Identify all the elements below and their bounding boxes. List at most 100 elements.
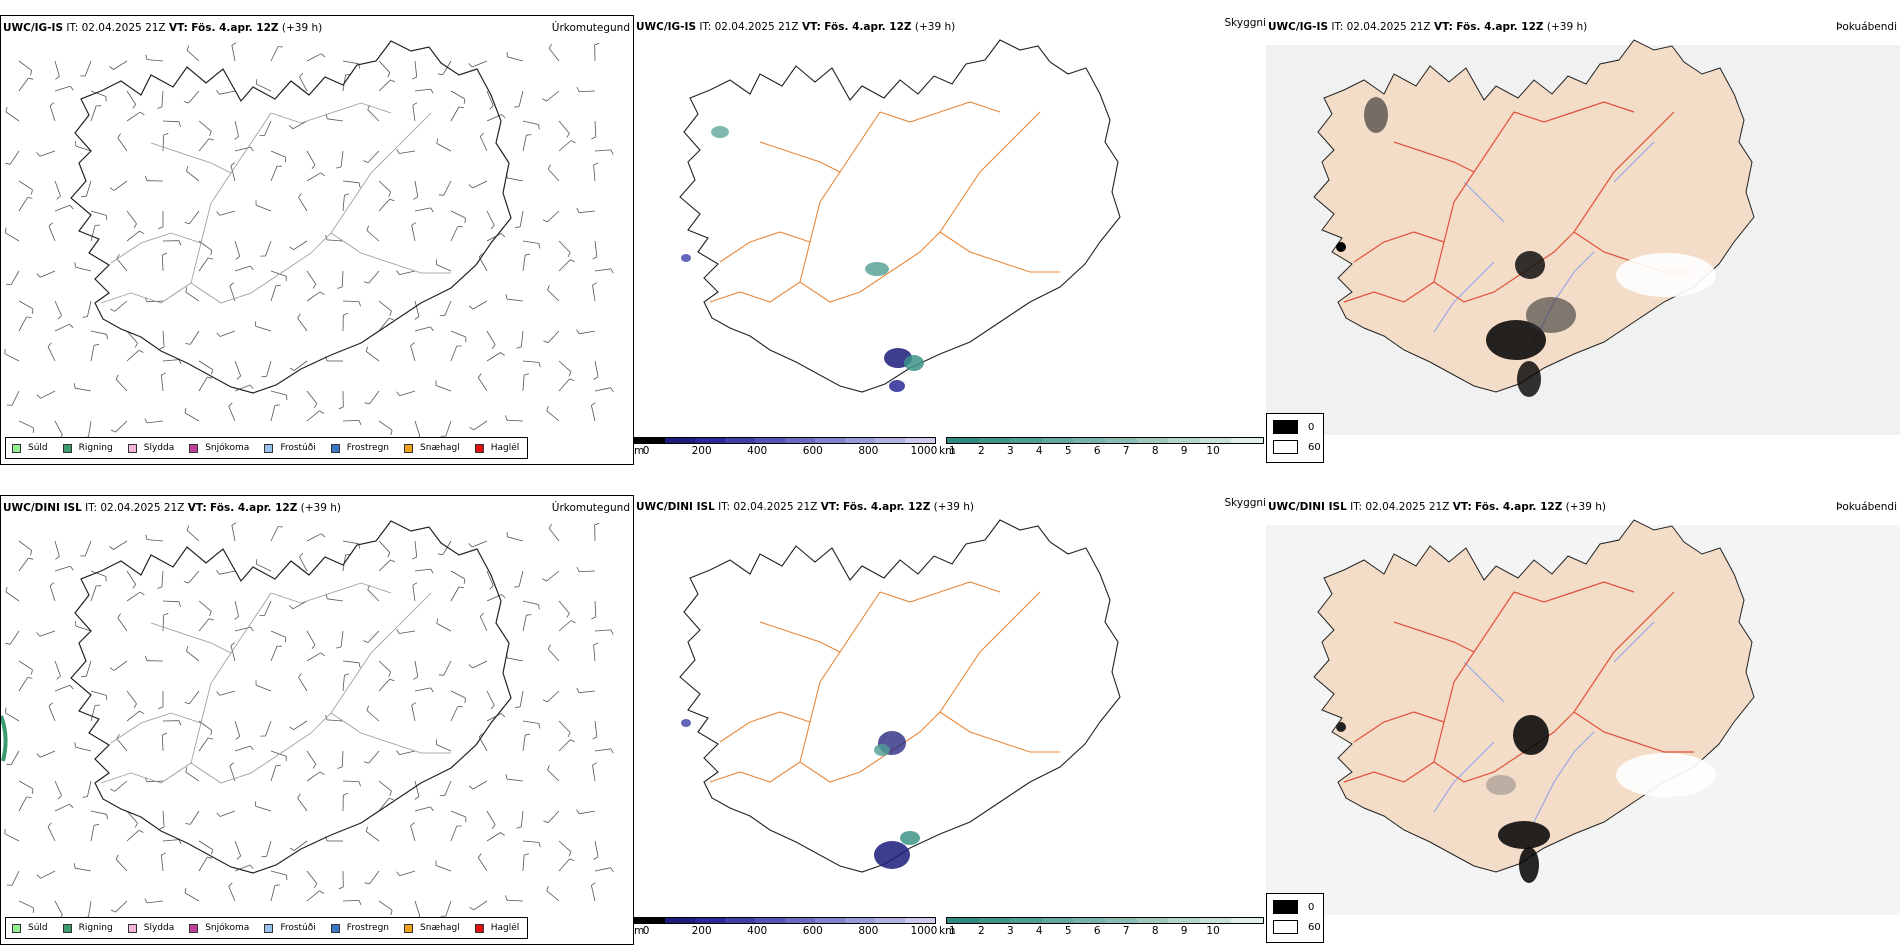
colorbar-tick-label: 0 xyxy=(642,445,650,457)
colorbar-tick-label: 9 xyxy=(1180,445,1188,457)
colorbar-segment xyxy=(978,918,1011,923)
precip-type-panel-bottom: UWC/DINI ISL IT: 02.04.2025 21Z VT: Fös.… xyxy=(0,495,634,945)
colorbar-segment xyxy=(1199,918,1232,923)
colorbar-tick-label: 7 xyxy=(1122,445,1130,457)
colorbar-segment xyxy=(1231,918,1263,923)
colorbar-segment xyxy=(1010,438,1042,443)
fog-index-panel-top: UWC/IG-IS IT: 02.04.2025 21Z VT: Fös. 4.… xyxy=(1266,15,1900,465)
colorbar-tick-label: 5 xyxy=(1064,925,1072,937)
legend-label: Frostúði xyxy=(280,923,316,933)
legend-swatch xyxy=(264,923,274,933)
legend-label: Haglél xyxy=(490,443,520,453)
precip-type-panel-top: UWC/IG-IS IT: 02.04.2025 21Z VT: Fös. 4.… xyxy=(0,15,634,465)
colorbar-segment xyxy=(1041,438,1074,443)
fog-legend-swatch xyxy=(1273,420,1298,434)
colorbar-tick-label: 8 xyxy=(1151,925,1159,937)
legend-label: Snjókoma xyxy=(205,443,250,453)
panel-name: Þokuábendi xyxy=(1836,21,1897,33)
visibility-panel-bottom: UWC/DINI ISL IT: 02.04.2025 21Z VT: Fös.… xyxy=(634,495,1266,945)
colorbar-segment xyxy=(1199,438,1232,443)
colorbar-tick-label: 10 xyxy=(1206,445,1220,457)
colorbar-tick-label: 2 xyxy=(977,925,985,937)
legend-item: Slydda xyxy=(127,443,175,453)
colorbar-segment xyxy=(635,918,665,923)
visibility-km-colorbar: 1 2 3 4 5 6 7 8 9 10 km xyxy=(939,437,1264,457)
fog-legend-value: 0 xyxy=(1308,901,1315,913)
low-visibility-area xyxy=(681,126,924,392)
colorbar-tick-label: 400 xyxy=(747,925,768,937)
height-colorbar: 0 200 400 600 800 1000 m xyxy=(634,917,938,937)
fog-legend-row: 0 xyxy=(1273,900,1314,914)
panel-name: Þokuábendi xyxy=(1836,501,1897,513)
colorbar-segment xyxy=(815,918,845,923)
panel-title: UWC/DINI ISL IT: 02.04.2025 21Z VT: Fös.… xyxy=(3,502,342,514)
colorbar-segment xyxy=(875,438,905,443)
precip-map xyxy=(1,520,614,920)
visibility-map xyxy=(679,39,1121,393)
colorbar-segment xyxy=(665,438,695,443)
legend-item: Rigning xyxy=(62,443,113,453)
legend-swatch xyxy=(330,923,340,933)
colorbar-segment xyxy=(905,438,935,443)
fog-area xyxy=(1336,97,1716,397)
colorbar-tick-label: 600 xyxy=(802,925,823,937)
colorbar-segment xyxy=(845,438,875,443)
colorbar-tick-label: 200 xyxy=(691,445,712,457)
legend-swatch xyxy=(474,443,484,453)
fog-index-legend: 0 60 xyxy=(1266,893,1324,943)
colorbar-segment xyxy=(785,438,815,443)
colorbar-segment xyxy=(755,918,785,923)
legend-item: Frostúði xyxy=(264,923,316,933)
colorbar-tick-label: 600 xyxy=(802,445,823,457)
colorbar-tick-label: 6 xyxy=(1093,445,1101,457)
panel-title: UWC/DINI ISL IT: 02.04.2025 21Z VT: Fös.… xyxy=(1268,501,1607,513)
colorbar-segment xyxy=(1073,438,1105,443)
legend-swatch xyxy=(189,443,199,453)
legend-label: Slydda xyxy=(143,443,175,453)
panel-title: UWC/IG-IS IT: 02.04.2025 21Z VT: Fös. 4.… xyxy=(636,21,956,33)
colorbar-segment xyxy=(947,918,979,923)
rain-area xyxy=(1,715,8,762)
legend-label: Snæhagl xyxy=(420,923,460,933)
colorbar-segment xyxy=(978,438,1011,443)
legend-swatch xyxy=(127,443,137,453)
legend-label: Snjókoma xyxy=(205,923,250,933)
colorbar-segment xyxy=(725,918,755,923)
colorbar-segment xyxy=(755,438,785,443)
legend-swatch xyxy=(474,923,484,933)
colorbar-tick-label: 7 xyxy=(1122,925,1130,937)
colorbar-tick-label: 10 xyxy=(1206,925,1220,937)
fog-area xyxy=(1336,715,1716,883)
colorbar-tick-label: 0 xyxy=(642,925,650,937)
colorbar-tick-label: 400 xyxy=(747,445,768,457)
legend-label: Frostregn xyxy=(346,923,390,933)
legend-swatch xyxy=(330,443,340,453)
legend-swatch xyxy=(12,443,21,453)
panel-name: Úrkomutegund xyxy=(551,22,630,34)
legend-item: Snjókoma xyxy=(189,923,249,933)
legend-label: Haglél xyxy=(490,923,520,933)
legend-label: Rigning xyxy=(78,443,113,453)
legend-item: Frostúði xyxy=(264,443,316,453)
panel-title: UWC/DINI ISL IT: 02.04.2025 21Z VT: Fös.… xyxy=(636,501,975,513)
colorbar-segment xyxy=(1104,918,1137,923)
fog-legend-row: 60 xyxy=(1273,440,1321,454)
precip-map xyxy=(4,40,614,440)
fog-legend-value: 60 xyxy=(1308,441,1321,453)
legend-item: Súld xyxy=(12,923,48,933)
colorbar-segment xyxy=(1136,438,1169,443)
colorbar-segment xyxy=(947,438,979,443)
colorbar-tick-label: 5 xyxy=(1064,445,1072,457)
fog-legend-swatch xyxy=(1273,900,1298,914)
legend-item: Snæhagl xyxy=(404,443,460,453)
colorbar-tick-label: 1000 xyxy=(910,445,938,457)
legend-swatch xyxy=(62,923,72,933)
colorbar-segment xyxy=(695,438,725,443)
legend-label: Slydda xyxy=(143,923,175,933)
visibility-panel-top: UWC/IG-IS IT: 02.04.2025 21Z VT: Fös. 4.… xyxy=(634,15,1266,465)
colorbar-segment xyxy=(1041,918,1074,923)
precip-type-legend: Súld Rigning Slydda Snjókoma Frostúði Frostre… xyxy=(5,917,529,939)
colorbar-tick-label: 1000 xyxy=(910,925,938,937)
legend-swatch xyxy=(404,923,414,933)
legend-label: Súld xyxy=(28,443,48,453)
